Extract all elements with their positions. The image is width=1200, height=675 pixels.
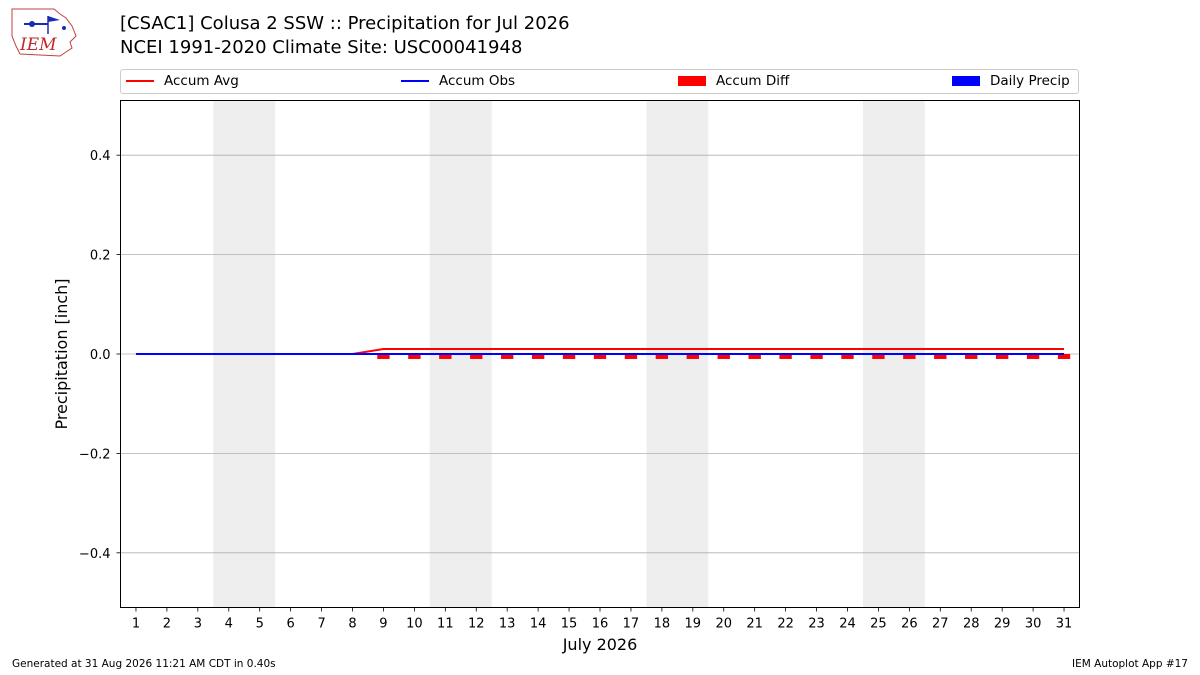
x-tick-label-13: 13 xyxy=(499,617,516,632)
y-tick-label-4: 0.2 xyxy=(90,249,111,264)
accum-diff-bar-11 xyxy=(439,354,452,359)
x-tick-label-14: 14 xyxy=(530,617,547,632)
legend-swatch-accum-avg xyxy=(126,80,154,82)
accum-diff-bar-15 xyxy=(562,354,576,359)
x-tick-label-11: 11 xyxy=(437,617,454,632)
iem-logo-icon: IEM xyxy=(11,8,77,57)
legend-label-accum-diff: Accum Diff xyxy=(716,73,790,89)
x-tick-label-30: 30 xyxy=(1025,617,1042,632)
x-axis-label: July 2026 xyxy=(562,635,638,654)
accum-diff-bar-25 xyxy=(872,354,885,359)
accum-diff-bar-26 xyxy=(903,354,916,359)
y-tick-label-3: 0.0 xyxy=(90,348,111,363)
x-tick-label-18: 18 xyxy=(654,617,671,632)
x-tick-label-3: 3 xyxy=(194,617,202,632)
legend-item-accum-diff: Accum Diff xyxy=(678,73,789,89)
x-tick-label-28: 28 xyxy=(963,617,980,632)
app-credit: IEM Autoplot App #17 xyxy=(1072,658,1188,670)
chart-subtitle: NCEI 1991-2020 Climate Site: USC00041948 xyxy=(120,37,523,58)
accum-diff-bar-29 xyxy=(995,354,1009,359)
x-tick-label-23: 23 xyxy=(808,617,825,632)
x-tick-label-24: 24 xyxy=(839,617,856,632)
accum-diff-bar-14 xyxy=(531,354,545,359)
x-tick-label-27: 27 xyxy=(932,617,949,632)
y-tick-label-2: −0.2 xyxy=(79,447,111,462)
accum-diff-bar-12 xyxy=(470,354,483,359)
accum-diff-bar-16 xyxy=(593,354,607,359)
x-tick-label-4: 4 xyxy=(225,617,233,632)
accum-diff-bar-20 xyxy=(717,354,730,359)
legend-swatch-daily-precip xyxy=(952,76,980,86)
x-tick-label-7: 7 xyxy=(317,617,325,632)
x-tick-label-25: 25 xyxy=(870,617,887,632)
accum-diff-bar-21 xyxy=(748,354,761,359)
accum-diff-bar-9 xyxy=(377,354,390,359)
chart-title: [CSAC1] Colusa 2 SSW :: Precipitation fo… xyxy=(120,13,570,34)
x-tick-label-20: 20 xyxy=(715,617,732,632)
x-tick-label-6: 6 xyxy=(287,617,295,632)
iem-logo-text: IEM xyxy=(19,35,57,55)
accum-diff-bar-28 xyxy=(965,354,978,359)
generated-timestamp: Generated at 31 Aug 2026 11:21 AM CDT in… xyxy=(12,658,276,670)
x-tick-label-12: 12 xyxy=(468,617,485,632)
legend-item-daily-precip: Daily Precip xyxy=(952,73,1070,89)
x-tick-label-19: 19 xyxy=(685,617,702,632)
x-tick-label-9: 9 xyxy=(379,617,387,632)
y-axis-label: Precipitation [inch] xyxy=(52,278,71,429)
x-tick-label-26: 26 xyxy=(901,617,918,632)
x-tick-label-15: 15 xyxy=(561,617,578,632)
legend-label-accum-obs: Accum Obs xyxy=(439,73,516,89)
legend-label-accum-avg: Accum Avg xyxy=(164,73,239,89)
accum-diff-bar-17 xyxy=(624,354,638,359)
x-tick-label-16: 16 xyxy=(592,617,609,632)
accum-diff-bar-27 xyxy=(934,354,947,359)
x-tick-label-10: 10 xyxy=(406,617,423,632)
x-tick-label-17: 17 xyxy=(623,617,640,632)
x-tick-label-5: 5 xyxy=(256,617,264,632)
x-tick-label-31: 31 xyxy=(1056,617,1073,632)
legend-swatch-accum-obs xyxy=(401,80,429,82)
accum-diff-bar-19 xyxy=(686,354,699,359)
x-tick-label-8: 8 xyxy=(348,617,356,632)
legend-item-accum-avg: Accum Avg xyxy=(126,73,239,89)
accum-diff-bar-30 xyxy=(1026,354,1040,359)
accum-diff-bar-24 xyxy=(841,354,854,359)
y-tick-label-1: −0.4 xyxy=(79,547,111,562)
accum-diff-bar-10 xyxy=(408,354,421,359)
x-tick-label-21: 21 xyxy=(746,617,763,632)
accum-diff-bar-31 xyxy=(1057,354,1071,359)
y-tick-label-5: 0.4 xyxy=(90,149,111,164)
accum-diff-bar-22 xyxy=(779,354,792,359)
legend: Accum Avg Accum Obs Accum Diff Daily Pre… xyxy=(120,69,1079,94)
x-tick-label-22: 22 xyxy=(777,617,794,632)
legend-label-daily-precip: Daily Precip xyxy=(990,73,1070,89)
legend-item-accum-obs: Accum Obs xyxy=(401,73,515,89)
legend-swatch-accum-diff xyxy=(678,76,706,86)
x-tick-label-2: 2 xyxy=(163,617,171,632)
accum-diff-bar-13 xyxy=(501,354,514,359)
accum-diff-bar-18 xyxy=(655,354,669,359)
x-tick-label-29: 29 xyxy=(994,617,1011,632)
accum-diff-bar-23 xyxy=(810,354,823,359)
x-tick-label-1: 1 xyxy=(132,617,140,632)
